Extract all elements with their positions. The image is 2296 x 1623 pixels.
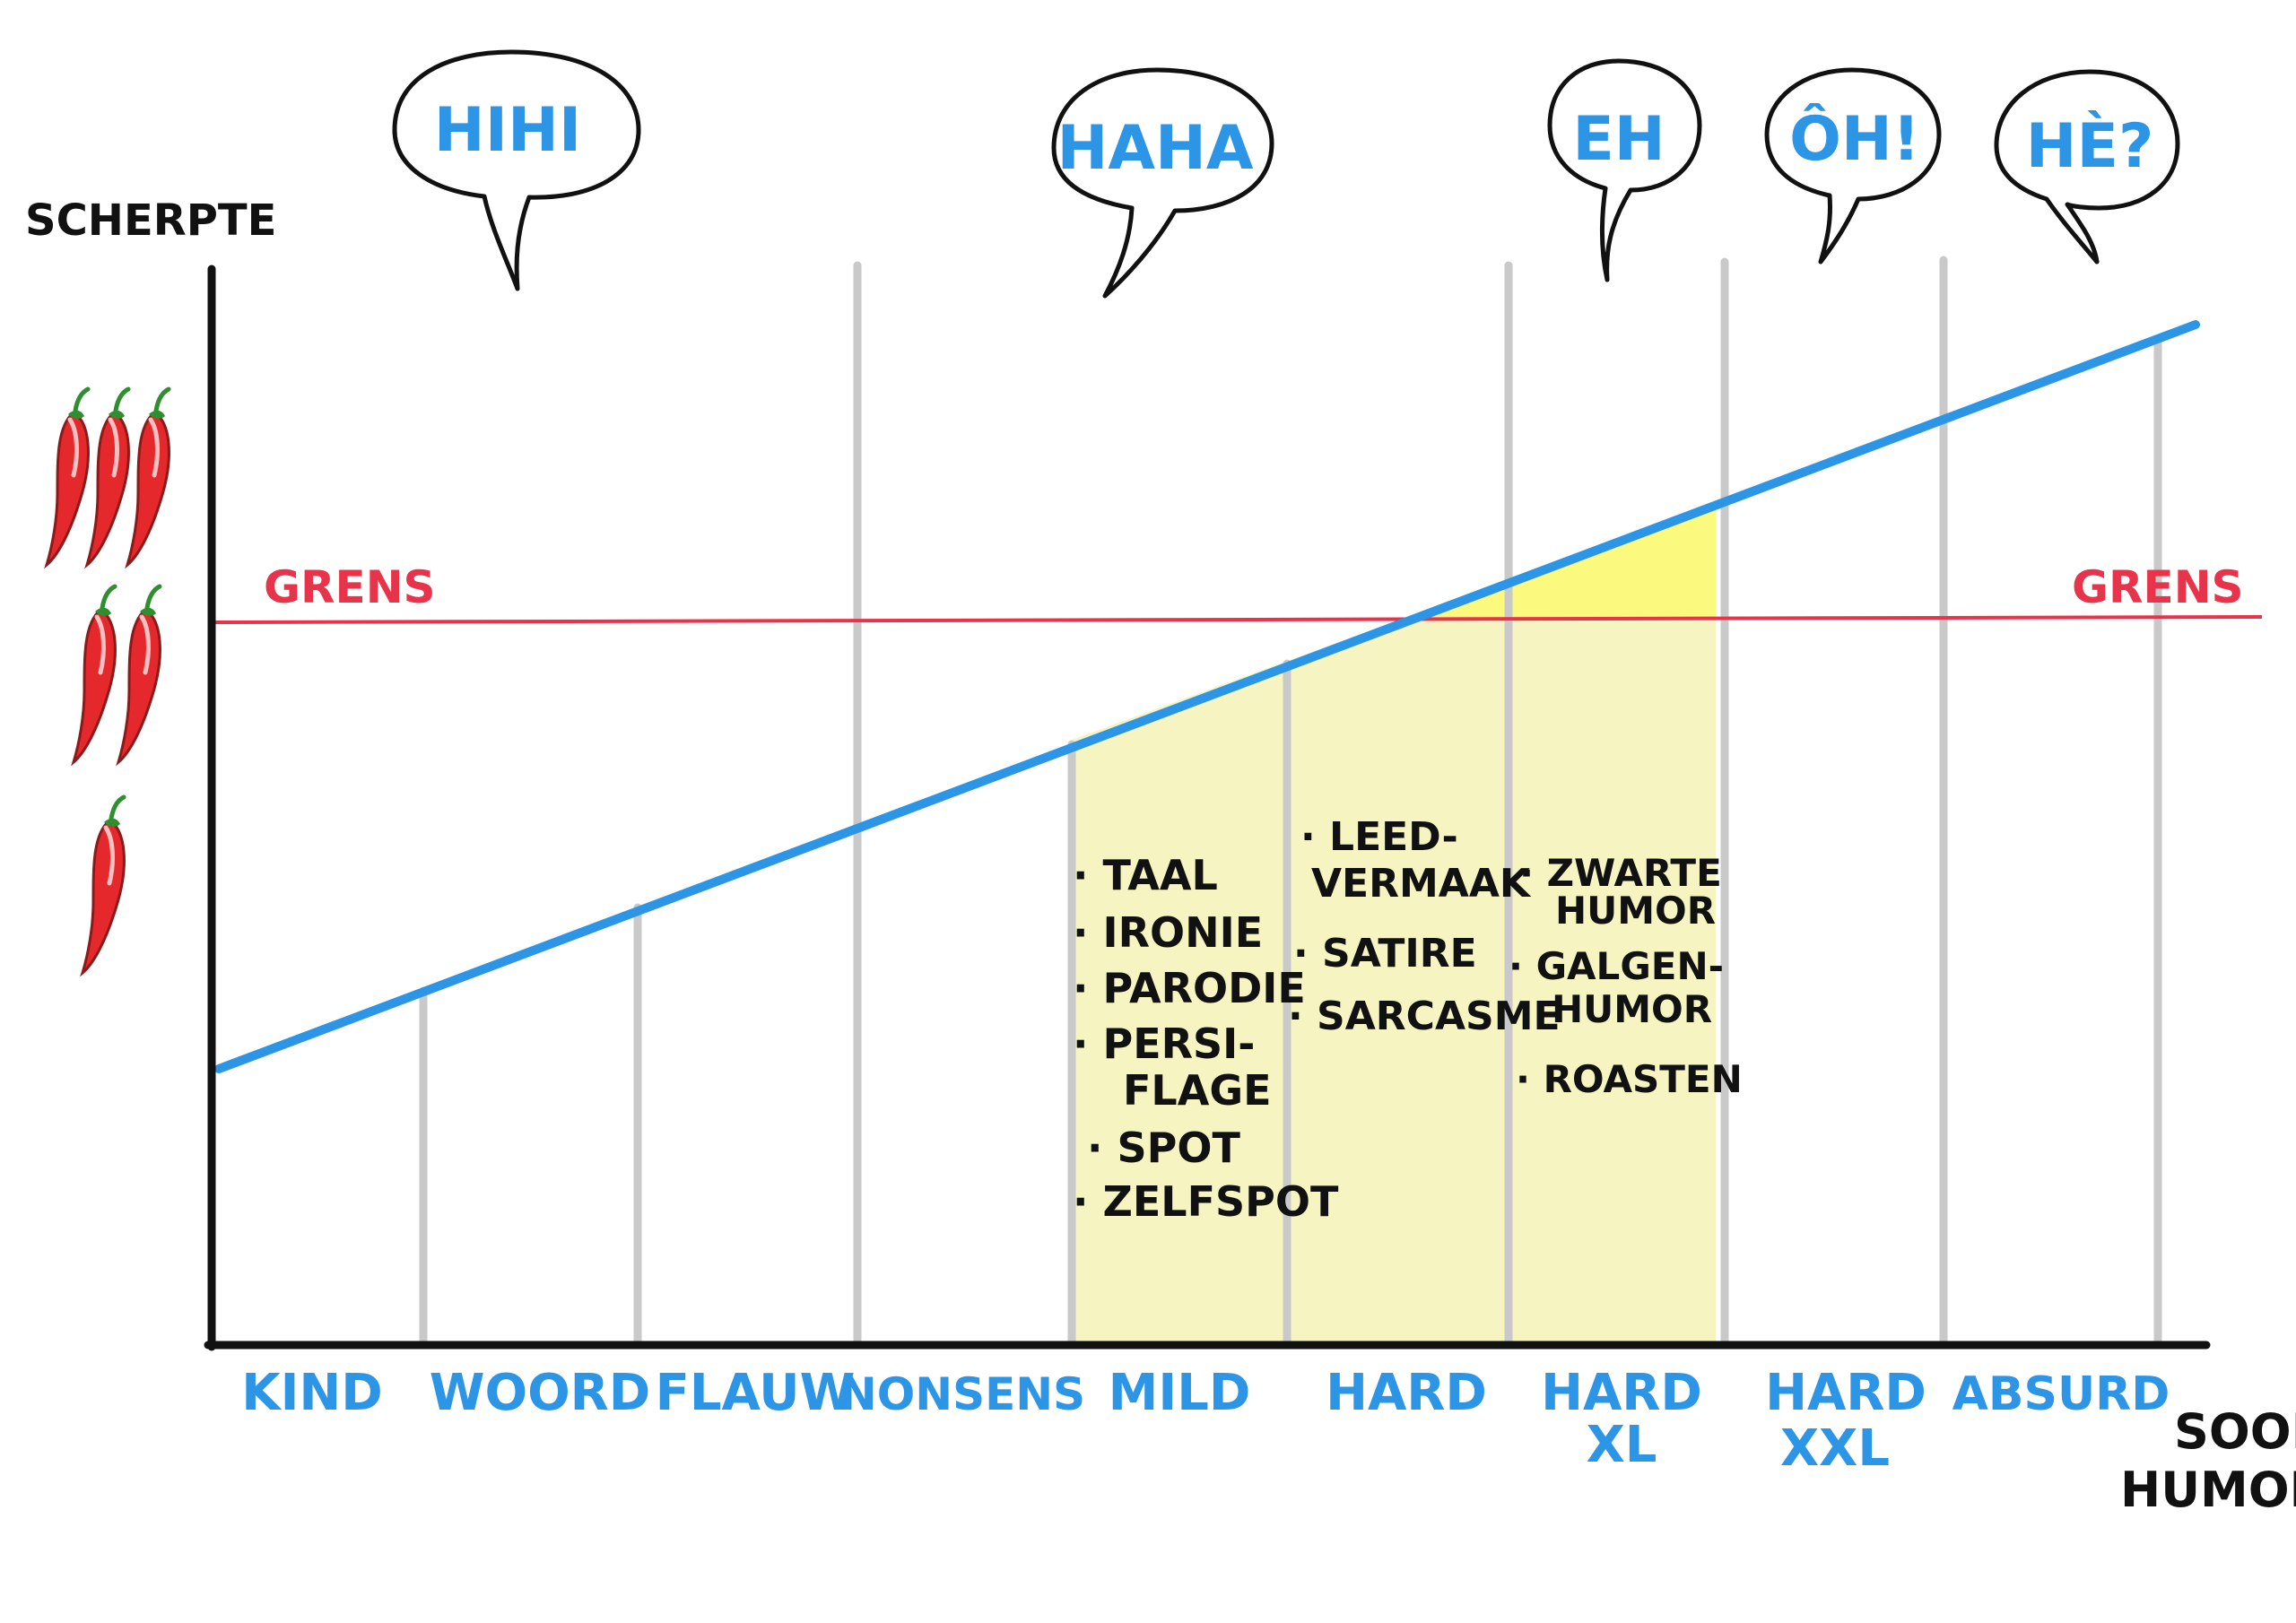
category-label: NONSENS bbox=[839, 1368, 1085, 1420]
speech-bubble-haha bbox=[1051, 67, 1274, 299]
three-chili-peppers-icon bbox=[47, 389, 169, 565]
category-labels: KIND WOORD FLAUW NONSENS MILD HARD HARD … bbox=[241, 1364, 2170, 1478]
list-hard-xl: · ZWARTE HUMOR · GALGEN- HUMOR · ROASTEN bbox=[1509, 851, 1743, 1101]
list-item: · PERSI- bbox=[1073, 1020, 1255, 1068]
category-label: ABSURD bbox=[1952, 1367, 2170, 1421]
list-hard: · LEED- VERMAAK · SATIRE · SARCASME bbox=[1288, 814, 1561, 1039]
bubble-text: HIHI bbox=[434, 95, 581, 166]
list-item: · LEED- bbox=[1300, 814, 1458, 860]
category-label: HARD bbox=[1765, 1364, 1926, 1422]
speech-bubble-eh bbox=[1547, 58, 1702, 282]
category-label: HARD bbox=[1326, 1364, 1487, 1422]
speech-bubble-hihi bbox=[392, 49, 641, 291]
speech-bubble-he bbox=[1994, 69, 2180, 265]
category-label: WOORD bbox=[430, 1364, 651, 1422]
y-axis-label: SCHERPTE bbox=[25, 195, 276, 246]
list-item: HUMOR bbox=[1555, 889, 1716, 933]
boundary-line bbox=[214, 615, 2263, 624]
column-dividers bbox=[419, 256, 2162, 1350]
category-label-line2: XXL bbox=[1780, 1419, 1890, 1478]
list-item: · SARCASME bbox=[1288, 994, 1561, 1039]
x-axis-label-line1: SOORT bbox=[2174, 1403, 2296, 1460]
list-item: · GALGEN- bbox=[1509, 944, 1724, 988]
list-item: · SATIRE bbox=[1293, 931, 1477, 976]
boundary-label-right: GRENS bbox=[2072, 561, 2244, 613]
list-item: · PARODIE bbox=[1073, 964, 1306, 1012]
list-mild: · TAAL · IRONIE · PARODIE · PERSI- FLAGE… bbox=[1073, 851, 1339, 1226]
bubble-text: EH bbox=[1572, 104, 1665, 175]
list-item: FLAGE bbox=[1123, 1066, 1272, 1115]
speech-bubble-oh bbox=[1764, 67, 1942, 265]
list-item: HUMOR bbox=[1552, 987, 1712, 1031]
category-label: KIND bbox=[241, 1364, 383, 1422]
category-label: FLAUW bbox=[656, 1364, 856, 1422]
category-label: HARD bbox=[1541, 1364, 1702, 1422]
list-item: VERMAAK bbox=[1311, 861, 1532, 907]
bubble-text: HÈ? bbox=[2026, 110, 2154, 182]
x-axis-label-line2: HUMOR bbox=[2120, 1462, 2296, 1518]
one-chili-pepper-icon bbox=[83, 797, 124, 973]
bubble-text: HAHA bbox=[1057, 113, 1253, 184]
list-item: · ZWARTE bbox=[1519, 851, 1722, 895]
highlight-mild-hard-xl bbox=[1072, 504, 1716, 1345]
list-item: · IRONIE bbox=[1073, 908, 1263, 957]
trend-line bbox=[214, 320, 2200, 1073]
two-chili-peppers-icon bbox=[74, 586, 160, 762]
list-item: · ZELFSPOT bbox=[1073, 1177, 1339, 1226]
list-item: · SPOT bbox=[1087, 1124, 1240, 1172]
boundary-label-left: GRENS bbox=[264, 561, 436, 613]
bubble-texts: HIHI HAHA EH ÔH! HÈ? bbox=[434, 95, 2154, 184]
category-label-line2: XL bbox=[1587, 1416, 1657, 1474]
list-item: · ROASTEN bbox=[1516, 1057, 1743, 1101]
list-item: · TAAL bbox=[1073, 851, 1218, 899]
speech-bubbles bbox=[392, 49, 2180, 299]
bubble-text: ÔH! bbox=[1789, 103, 1920, 175]
category-label: MILD bbox=[1109, 1364, 1251, 1422]
